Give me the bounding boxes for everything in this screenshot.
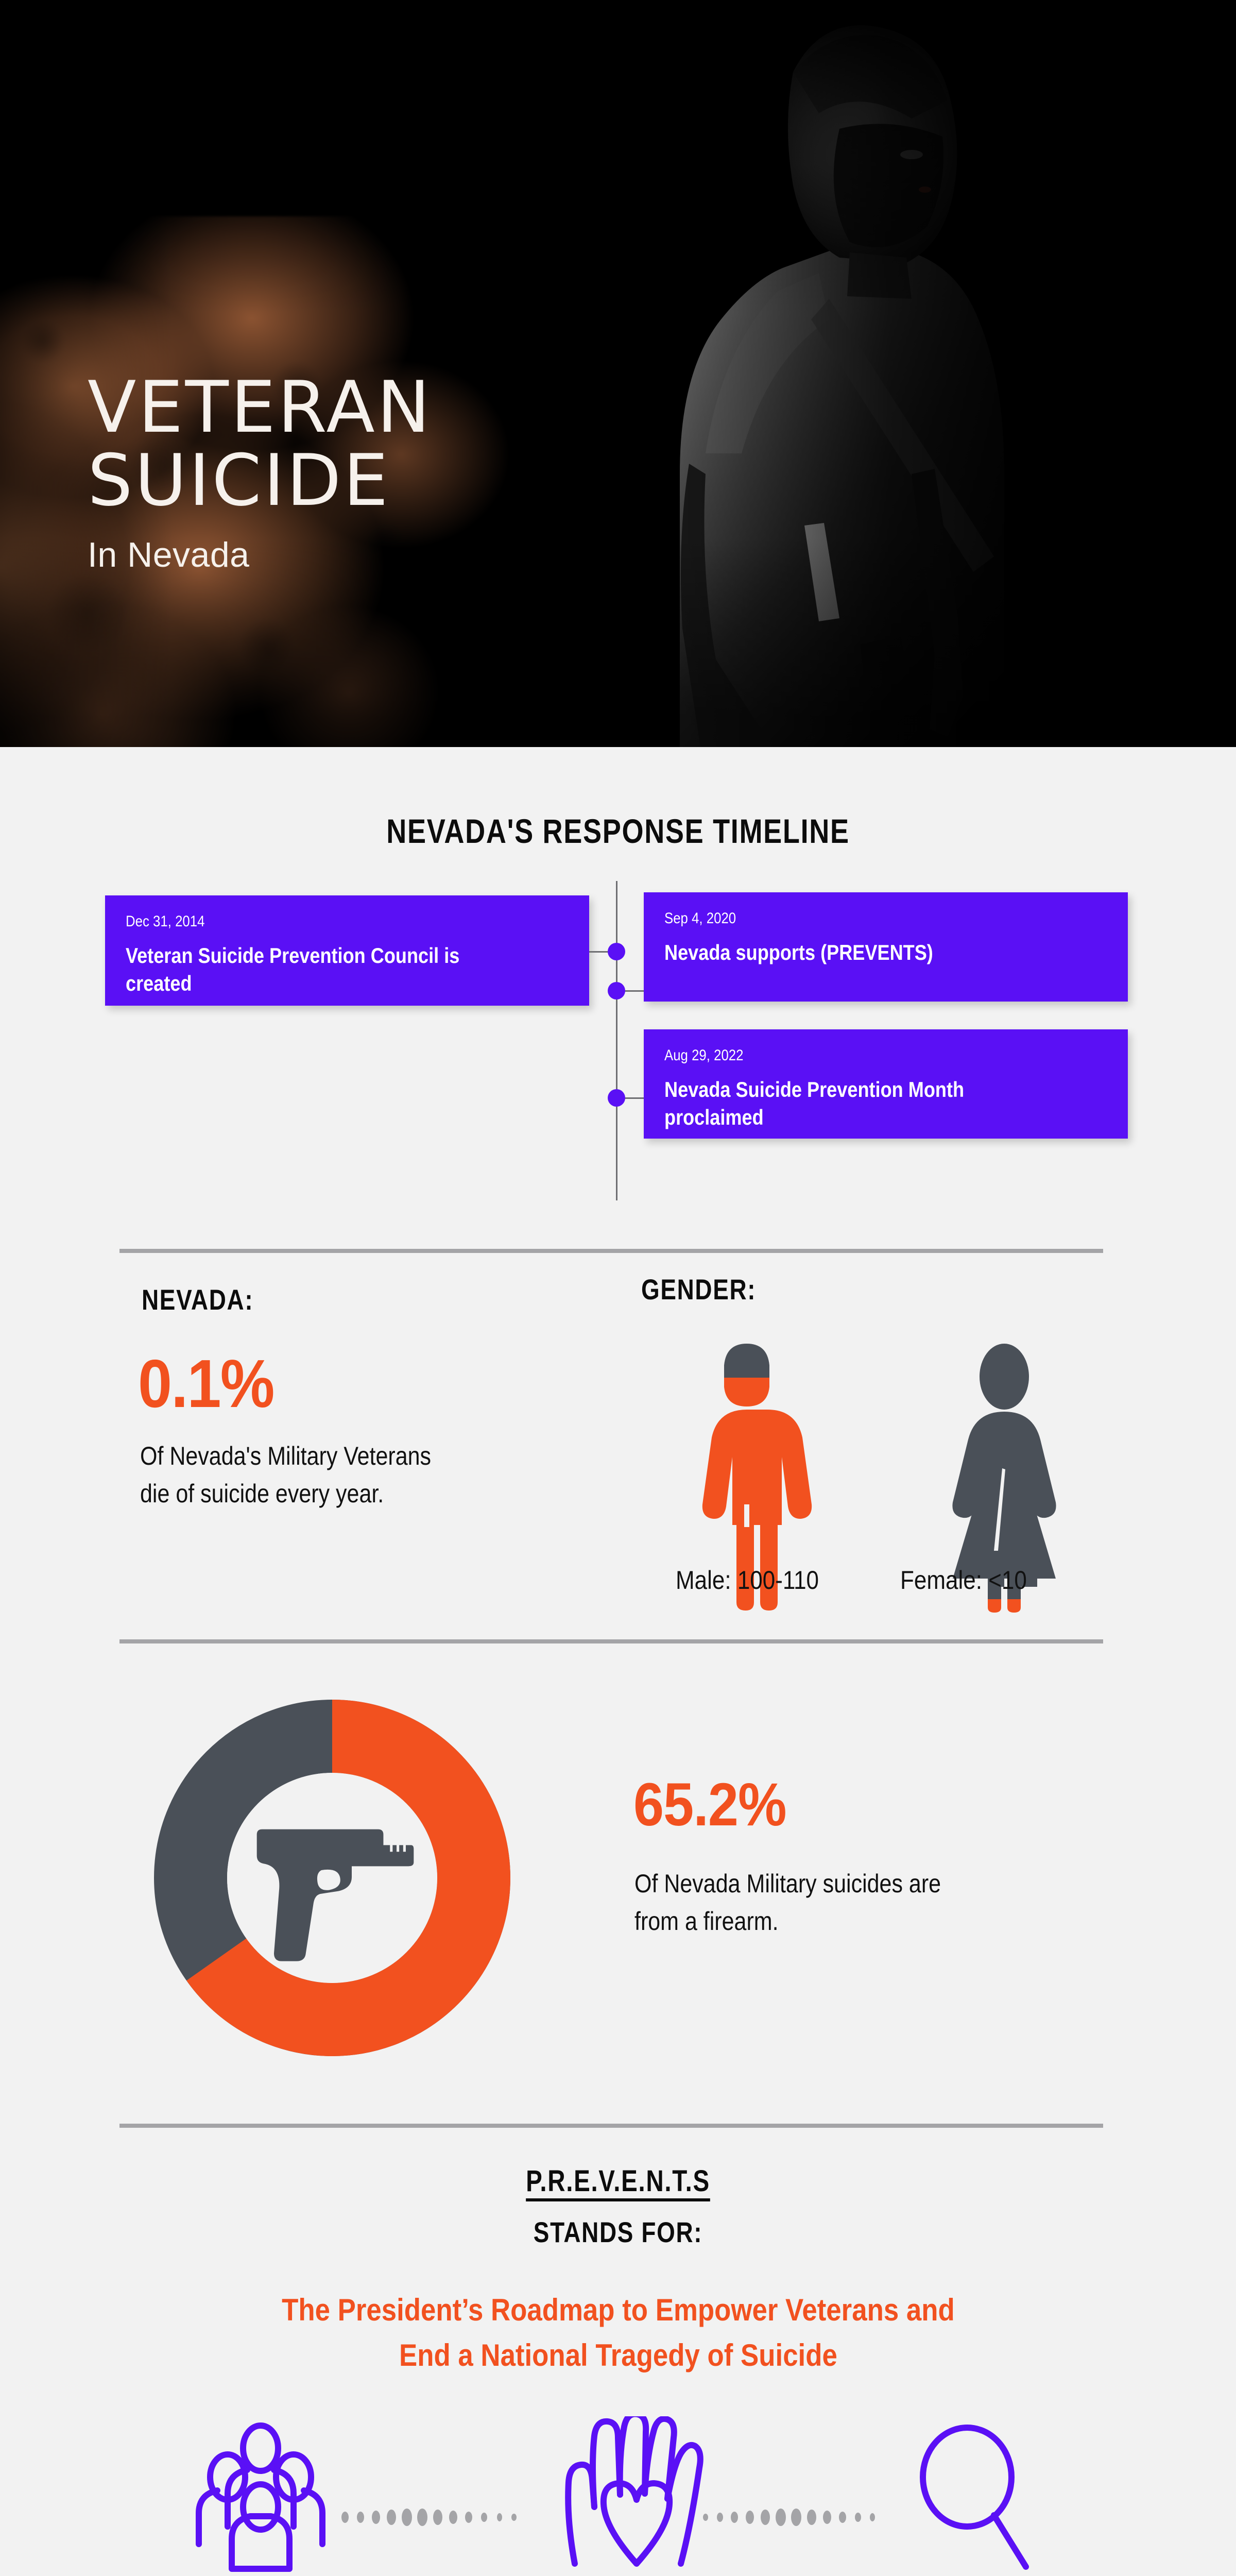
dotted-connector-left (341, 2509, 517, 2526)
gender-pictogram-group (702, 1344, 1056, 1613)
male-caption: Male: 100-110 (676, 1566, 819, 1595)
prevents-icon-row (196, 2416, 1029, 2572)
prevents-expansion: The President’s Roadmap to Empower Veter… (0, 2287, 1236, 2378)
hero-vignette (0, 0, 1236, 747)
firearm-donut-chart (154, 1700, 510, 2056)
hero-title-line-1: VETERAN (88, 366, 433, 449)
hands-heart-icon (565, 2416, 703, 2567)
timeline-card-1[interactable]: Dec 31, 2014 Veteran Suicide Prevention … (105, 895, 589, 1006)
hero-banner: VETERAN SUICIDE In Nevada (0, 0, 1236, 747)
nevada-stat-value: 0.1% (138, 1346, 274, 1421)
timeline-label-2: Nevada supports (PREVENTS) (664, 940, 933, 964)
timeline-dot-1[interactable] (608, 943, 625, 960)
dotted-connector-right (703, 2509, 875, 2526)
timeline-connector-1 (589, 951, 616, 953)
male-figure-icon (702, 1344, 812, 1611)
prevents-expansion-line-2: End a National Tragedy of Suicide (399, 2337, 837, 2372)
timeline-dot-3[interactable] (608, 1089, 625, 1107)
section-divider-1 (119, 1249, 1103, 1253)
timeline-date-3: Aug 29, 2022 (664, 1047, 744, 1064)
prevents-stands-for-label: STANDS FOR: (533, 2216, 703, 2248)
timeline-heading: NEVADA'S RESPONSE TIMELINE (386, 812, 850, 850)
magnifying-glass-icon (920, 2425, 1029, 2570)
handgun-icon (256, 1829, 414, 1961)
timeline-date-1: Dec 31, 2014 (126, 913, 205, 930)
hero-subtitle: In Nevada (88, 535, 250, 575)
female-figure-icon (952, 1344, 1056, 1613)
prevents-expansion-line-1: The President’s Roadmap to Empower Veter… (281, 2293, 955, 2327)
timeline-dot-2[interactable] (608, 982, 625, 999)
nevada-stat-heading: NEVADA: (142, 1283, 254, 1316)
timeline-connector-2 (617, 990, 644, 992)
timeline-label-1: Veteran Suicide Prevention Council is cr… (126, 943, 460, 995)
nevada-stat-body: Of Nevada's Military Veterans die of sui… (140, 1442, 432, 1508)
donut-slice-firearm (154, 1700, 510, 2056)
firearm-stat-body: Of Nevada Military suicides are from a f… (634, 1869, 941, 1936)
prevents-acronym: P.R.E.V.E.N.T.S (526, 2164, 710, 2198)
timeline-label-3: Nevada Suicide Prevention Month proclaim… (664, 1077, 965, 1129)
firearm-stat-value: 65.2% (633, 1771, 787, 1839)
timeline-axis (616, 881, 617, 1200)
timeline-card-2[interactable]: Sep 4, 2020 Nevada supports (PREVENTS) (644, 892, 1128, 1002)
timeline-date-2: Sep 4, 2020 (664, 910, 736, 927)
hero-title-line-2: SUICIDE (88, 439, 390, 522)
section-divider-3 (119, 2124, 1103, 2128)
section-divider-2 (119, 1639, 1103, 1643)
female-caption: Female: <10 (900, 1566, 1027, 1595)
timeline-connector-3 (617, 1097, 644, 1099)
people-group-icon (196, 2422, 325, 2572)
hero-text-block: VETERAN SUICIDE In Nevada (88, 366, 433, 575)
timeline-card-3[interactable]: Aug 29, 2022 Nevada Suicide Prevention M… (644, 1029, 1128, 1139)
gender-stat-heading: GENDER: (641, 1273, 757, 1306)
